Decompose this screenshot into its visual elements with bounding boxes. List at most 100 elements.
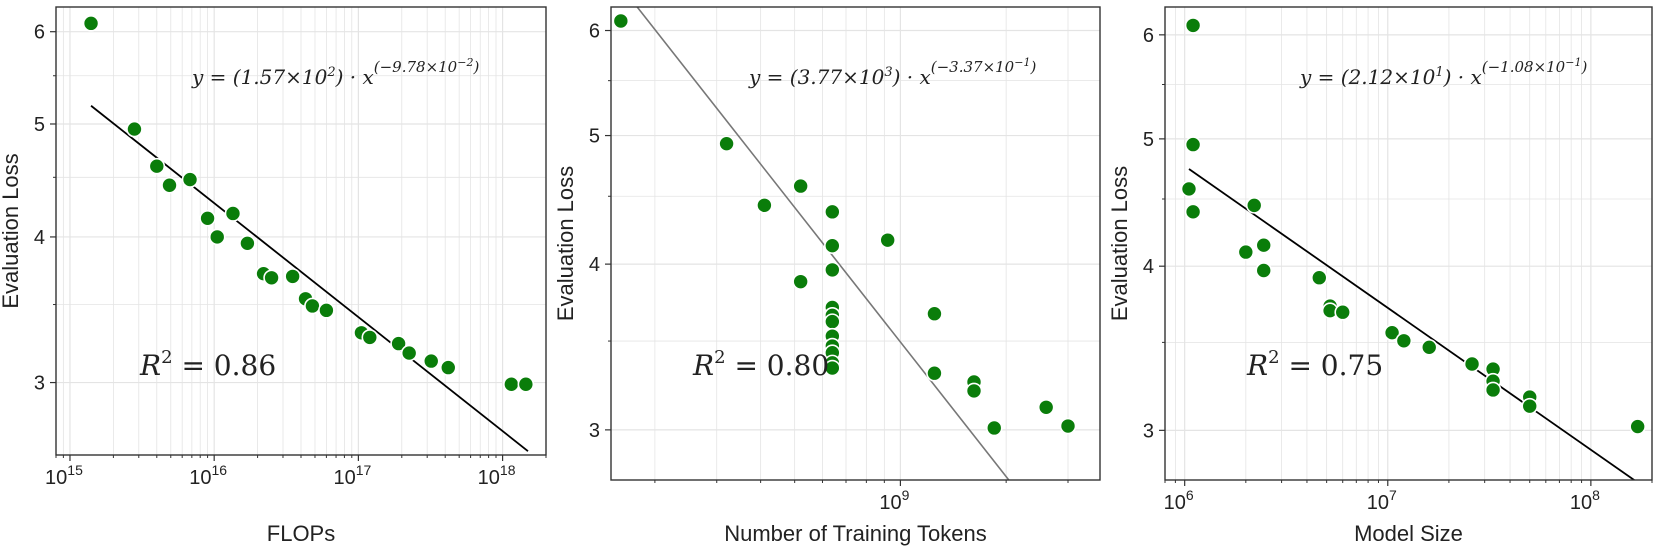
x-tick-label: 1018 (478, 462, 516, 489)
data-point (1395, 332, 1413, 350)
fit-equation: y = (3.77×103) · x(−3.37×10−1) (748, 56, 1036, 89)
x-tick-base: 10 (1164, 492, 1186, 514)
data-point (965, 382, 983, 400)
data-point (126, 120, 143, 138)
data-point (1255, 262, 1273, 279)
points (82, 15, 535, 393)
x-tick-exponent: 8 (1592, 487, 1600, 503)
y-axis-label: Evaluation Loss (0, 153, 23, 308)
equation-mid: ) · x (335, 65, 374, 89)
data-point (1245, 197, 1263, 214)
x-tick-label: 1015 (45, 462, 83, 489)
equation-mantissa-exp: 2 (326, 65, 335, 80)
x-tick-exponent: 18 (500, 462, 516, 478)
x-tick-exponent: 9 (902, 487, 910, 503)
data-point (1484, 381, 1502, 399)
data-point (239, 235, 256, 252)
data-point (361, 329, 379, 346)
data-point (181, 171, 199, 188)
x-tick-label: 106 (1164, 487, 1194, 514)
x-tick-exponent: 6 (1186, 487, 1194, 503)
data-point (284, 268, 301, 285)
data-point (612, 12, 630, 30)
x-tick-label: 1017 (333, 462, 371, 489)
r-squared: R2 = 0.80 (692, 347, 829, 382)
x-tick-label: 1016 (189, 462, 227, 489)
data-point (1255, 236, 1273, 254)
r-squared: R2 = 0.86 (139, 347, 276, 382)
x-axis-label: Number of Training Tokens (724, 521, 987, 546)
plot-frame (1164, 6, 1653, 481)
x-tick-label: 107 (1367, 487, 1397, 514)
fit-equation: y = (1.57×102) · x(−9.78×10−2) (191, 56, 479, 89)
data-point (1059, 417, 1077, 435)
data-point (1184, 203, 1202, 221)
data-point (824, 313, 841, 330)
data-point (148, 157, 166, 175)
y-tick-label: 6 (589, 21, 600, 43)
equation-lhs: y = (2.12×10 (1299, 65, 1436, 89)
equation-mid: ) · x (1443, 65, 1482, 89)
fit-equation: y = (2.12×101) · x(−1.08×10−1) (1299, 56, 1587, 89)
y-tick-label: 5 (1143, 129, 1154, 151)
data-point (400, 344, 418, 362)
plot-frame (610, 6, 1101, 481)
y-tick-label: 4 (34, 227, 45, 249)
data-point (879, 231, 896, 249)
data-point (1521, 397, 1539, 415)
r-squared-symbol: R (139, 349, 161, 382)
data-point (390, 335, 407, 352)
data-point (1180, 180, 1198, 198)
equation-mid: ) · x (892, 65, 931, 89)
y-axis-label: Evaluation Loss (553, 166, 578, 321)
equation-power: (−1.08×10 (1482, 58, 1566, 76)
grid (611, 7, 1100, 480)
data-point (1037, 398, 1055, 416)
x-axis-label: FLOPs (267, 521, 335, 546)
equation-close: ) (1580, 58, 1587, 76)
equation-power: (−9.78×10 (374, 58, 458, 76)
r-squared-symbol: R (1246, 349, 1268, 382)
equation-power: (−3.37×10 (931, 58, 1015, 76)
r-squared: R2 = 0.75 (1246, 347, 1383, 382)
data-point (208, 228, 226, 246)
x-tick-base: 10 (478, 467, 500, 489)
data-point (1463, 355, 1481, 373)
x-tick-base: 10 (189, 467, 211, 489)
data-point (1184, 17, 1202, 34)
data-point (263, 269, 280, 287)
equation-close: ) (1029, 58, 1036, 76)
r-squared-exp: 2 (161, 347, 172, 368)
data-point (985, 419, 1003, 437)
data-point (422, 352, 440, 370)
r-squared-value: = 0.80 (726, 349, 830, 382)
points (1180, 17, 1646, 435)
y-tick-label: 6 (1143, 25, 1154, 47)
y-tick-label: 4 (589, 254, 600, 276)
data-point (824, 261, 841, 279)
data-point (1184, 136, 1202, 153)
data-point (1629, 418, 1646, 435)
equation-power-exp: −1 (1014, 56, 1030, 69)
x-tick-base: 10 (1570, 492, 1592, 514)
y-axis-label: Evaluation Loss (1107, 166, 1132, 321)
data-point (517, 375, 535, 393)
y-tick-label: 5 (589, 126, 600, 148)
equation-mantissa-exp: 1 (1435, 65, 1443, 80)
x-tick-exponent: 7 (1389, 487, 1397, 503)
data-point (756, 196, 773, 214)
x-tick-label: 108 (1570, 487, 1600, 514)
y-tick-label: 6 (34, 22, 45, 44)
data-point (1420, 339, 1438, 356)
x-tick-base: 10 (1367, 492, 1389, 514)
data-point (792, 177, 809, 195)
y-tick-label: 5 (34, 114, 45, 136)
data-point (824, 359, 841, 377)
x-tick-exponent: 15 (67, 462, 83, 478)
points (612, 12, 1077, 437)
equation-lhs: y = (1.57×10 (191, 65, 328, 89)
data-point (718, 135, 735, 152)
